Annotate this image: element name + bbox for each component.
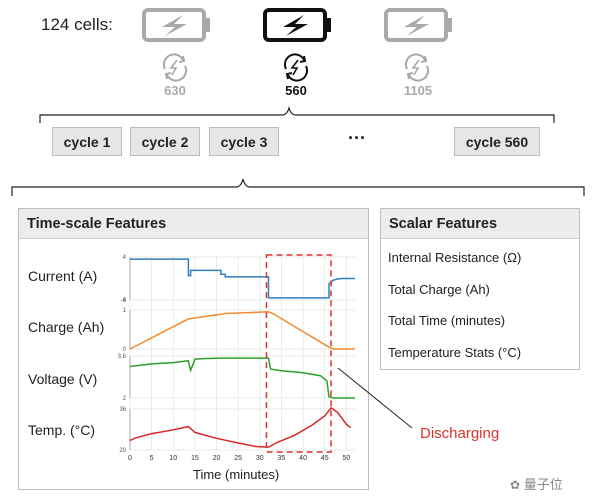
y-tick-label: 1: [123, 308, 127, 314]
cells-count-label: 124 cells:: [41, 15, 113, 34]
x-tick-label: 10: [169, 455, 177, 462]
y-tick-label: 36: [119, 407, 126, 413]
x-axis-label: Time (minutes): [193, 467, 280, 482]
watermark-logo-icon: ✿: [510, 478, 521, 492]
scalar-item: Internal Resistance (Ω): [388, 250, 522, 265]
x-tick-label: 50: [342, 455, 350, 462]
watermark-text: 量子位: [523, 477, 563, 492]
feature-label-current: Current (A): [28, 268, 98, 284]
x-tick-label: 35: [278, 455, 286, 462]
scalar-item: Temperature Stats (°C): [388, 345, 522, 360]
y-tick-label: 0: [123, 347, 127, 353]
y-tick-label: 29: [119, 448, 126, 454]
series-line-temp: [129, 406, 352, 448]
recharge-cycle-icon: [283, 53, 309, 82]
cycle-box: cycle 560: [454, 127, 540, 156]
x-tick-label: 5: [150, 455, 154, 462]
feature-label-charge: Charge (Ah): [28, 319, 105, 335]
y-tick-label: 2: [123, 396, 127, 402]
series-line-charge: [129, 311, 355, 350]
bracket-lines: [11, 105, 585, 196]
scalar-item: Total Time (minutes): [388, 313, 506, 328]
x-tick-label: 40: [299, 455, 307, 462]
battery-cycle-count: 560: [285, 83, 307, 98]
x-tick-label: 25: [234, 455, 242, 462]
y-tick-label: 0: [123, 298, 127, 304]
series-line-current: [130, 258, 355, 299]
time-scale-panel-title: Time-scale Features: [19, 209, 368, 239]
scalar-item: Total Charge (Ah): [388, 282, 490, 297]
battery-cycle-count: 630: [164, 83, 186, 98]
y-tick-label: 4: [123, 255, 127, 261]
series-line-voltage: [129, 357, 355, 399]
scalar-panel-title: Scalar Features: [381, 209, 579, 239]
x-tick-label: 15: [191, 455, 199, 462]
battery-icon: [263, 8, 331, 42]
cycle-box: cycle 2: [130, 127, 200, 156]
battery-cycle-count: 1105: [403, 83, 433, 98]
y-tick-label: 3.6: [118, 354, 127, 360]
y-tick-label: -4: [121, 298, 127, 304]
cycle-box: cycle 1: [52, 127, 122, 156]
feature-label-voltage: Voltage (V): [28, 371, 98, 387]
battery-icon: [142, 8, 210, 42]
cycle-box: cycle 3: [209, 127, 279, 156]
discharging-window: [265, 254, 332, 453]
ellipsis: ···: [348, 128, 366, 148]
x-tick-label: 20: [213, 455, 221, 462]
x-tick-label: 0: [128, 455, 132, 462]
battery-icon: [384, 8, 452, 42]
recharge-cycle-icon: [162, 53, 188, 82]
x-tick-label: 30: [256, 455, 264, 462]
watermark: ✿ 量子位: [510, 474, 563, 493]
recharge-cycle-icon: [404, 53, 430, 82]
feature-label-temp: Temp. (°C): [28, 422, 96, 438]
scalar-panel: Scalar Features: [380, 208, 580, 370]
x-tick-label: 45: [321, 455, 329, 462]
discharging-label: Discharging: [420, 425, 500, 442]
battery-row: [142, 8, 452, 82]
